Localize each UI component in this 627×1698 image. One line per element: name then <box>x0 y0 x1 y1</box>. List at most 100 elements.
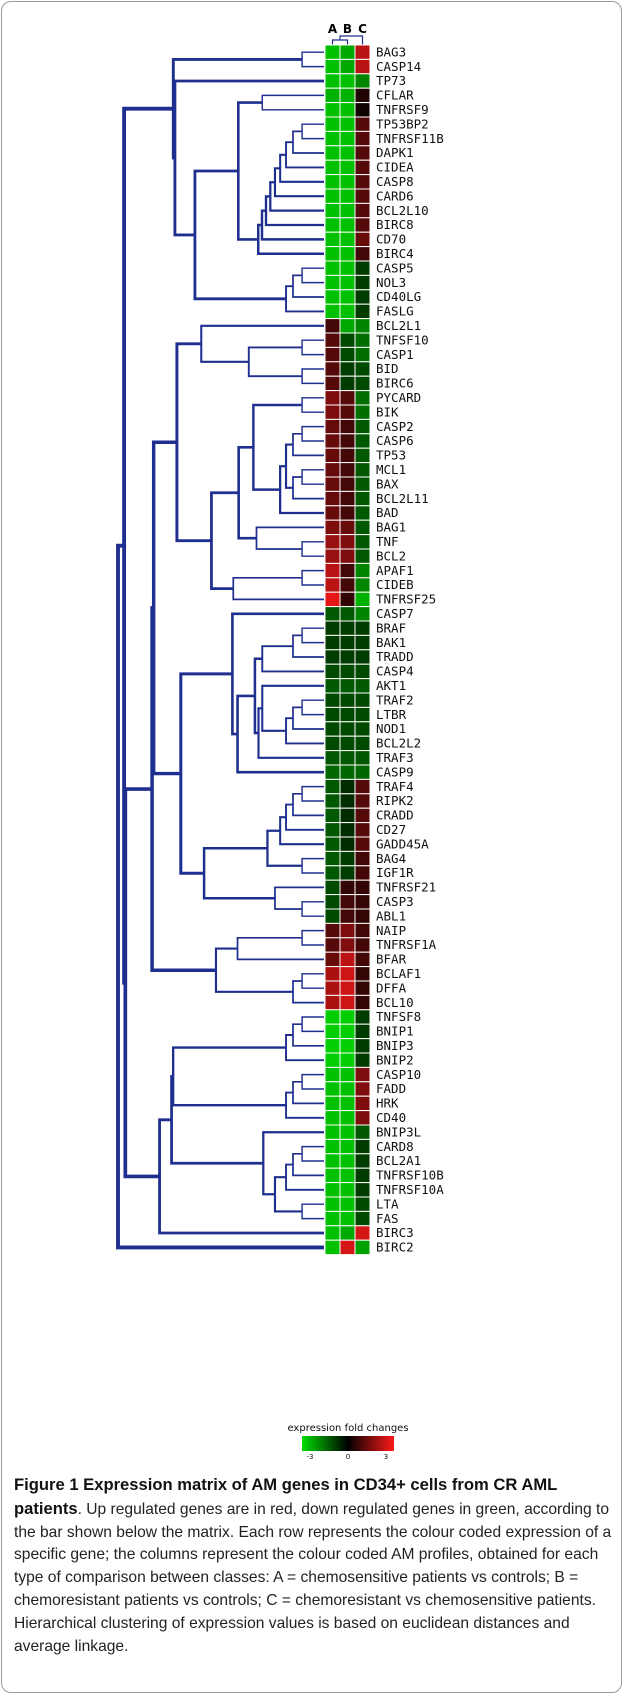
heatmap-cell <box>354 1095 371 1112</box>
heatmap-cell <box>354 980 371 996</box>
heatmap-cell <box>339 1052 356 1068</box>
row-dendrogram-branch <box>301 1203 324 1220</box>
row-dendrogram-branch <box>274 886 324 910</box>
row-dendrogram-branch <box>236 936 324 961</box>
heatmap-cell <box>354 433 371 449</box>
heatmap-cell <box>324 1182 341 1198</box>
row-dendrogram-branch <box>301 1145 324 1162</box>
gene-label: DFFA <box>376 980 407 995</box>
heatmap-cell <box>354 764 371 780</box>
gene-label: TNFRSF10B <box>376 1168 444 1183</box>
heatmap-cell <box>339 1210 356 1227</box>
row-dendrogram-branch <box>231 612 324 736</box>
gene-label: FAS <box>376 1211 399 1226</box>
heatmap-cell <box>354 274 371 291</box>
heatmap-cell <box>354 202 371 219</box>
gene-label: APAF1 <box>376 563 414 578</box>
heatmap-cell <box>324 764 341 780</box>
gene-label: FASLG <box>376 304 414 319</box>
heatmap-cell <box>354 678 371 694</box>
heatmap-cell <box>339 1009 356 1025</box>
heatmap-cell <box>324 260 341 276</box>
heatmap-cell <box>324 1023 341 1040</box>
heatmap-cell <box>339 390 356 406</box>
heatmap-cell <box>324 721 341 737</box>
heatmap-cell <box>324 865 341 881</box>
heatmap-cell <box>324 87 341 104</box>
gene-label: BCLAF1 <box>376 966 421 981</box>
heatmap-cell <box>354 404 371 420</box>
row-dendrogram-branch <box>301 123 324 140</box>
heatmap-cell <box>324 1196 341 1212</box>
heatmap-cell <box>324 346 341 363</box>
heatmap-cell <box>339 332 356 348</box>
figure-title: Expression matrix of AM genes in CD34+ c… <box>14 1475 557 1518</box>
heatmap-cell <box>339 318 356 334</box>
heatmap-cell <box>354 1225 371 1241</box>
heatmap-cell <box>324 735 341 752</box>
heatmap-cell <box>339 879 356 896</box>
heatmap-cell <box>324 174 341 190</box>
gene-label: CASP5 <box>376 260 414 275</box>
heatmap-cell <box>339 188 356 204</box>
legend-tick-mid: 0 <box>346 1453 350 1461</box>
heatmap-cell <box>354 634 371 651</box>
heatmap-cell <box>324 476 341 492</box>
gene-label: BCL2L1 <box>376 318 421 333</box>
gene-label: TNF <box>376 534 399 549</box>
heatmap-cell <box>339 231 356 248</box>
heatmap-cell <box>354 1182 371 1198</box>
heatmap-cell <box>354 188 371 204</box>
heatmap-cell <box>324 102 341 118</box>
heatmap-cell <box>339 865 356 881</box>
heatmap-cell <box>354 721 371 737</box>
gene-label: CASP10 <box>376 1067 421 1082</box>
heatmap-cell <box>324 1167 341 1184</box>
heatmap-cell <box>354 1110 371 1126</box>
row-dendrogram-branch <box>170 1075 264 1165</box>
heatmap-cell <box>354 1052 371 1068</box>
heatmap-cell <box>324 937 341 953</box>
heatmap-cell <box>339 447 356 464</box>
row-dendrogram-branch <box>279 153 324 183</box>
heatmap-cell <box>339 951 356 968</box>
gene-label: BFAR <box>376 952 407 967</box>
row-dendrogram-branch <box>253 657 263 735</box>
heatmap-cell <box>354 116 371 132</box>
gene-label: TRAF2 <box>376 692 414 707</box>
heatmap-cell <box>354 1239 371 1256</box>
heatmap-cell <box>324 879 341 896</box>
heatmap-cell <box>354 58 371 75</box>
row-dendrogram-branch <box>151 440 181 776</box>
heatmap-cell <box>339 246 356 262</box>
heatmap-cell <box>324 433 341 449</box>
row-dendrogram-branch <box>237 445 257 540</box>
heatmap-cell <box>324 447 341 464</box>
heatmap-cell <box>354 490 371 507</box>
gene-label: CIDEB <box>376 577 414 592</box>
row-dendrogram-branch <box>256 223 324 256</box>
heatmap-cell <box>339 764 356 780</box>
heatmap-cell <box>354 346 371 363</box>
heatmap-cell <box>324 634 341 651</box>
row-dendrogram-branch <box>210 491 239 590</box>
row-dendrogram-branch <box>292 980 324 1004</box>
gene-label: BAK1 <box>376 635 406 650</box>
gene-label: BCL2L11 <box>376 491 429 506</box>
gene-label: IGF1R <box>376 865 414 880</box>
heatmap-cell <box>339 490 356 507</box>
heatmap-cell <box>339 1023 356 1040</box>
gene-label: TNFRSF11B <box>376 131 444 146</box>
heatmap-cell <box>354 174 371 190</box>
row-dendrogram-branch <box>301 425 324 442</box>
heatmap-cell <box>324 390 341 406</box>
heatmap-cell <box>324 58 341 75</box>
gene-label: FADD <box>376 1081 406 1096</box>
heatmap-cell <box>339 274 356 291</box>
heatmap-cell <box>339 289 356 305</box>
heatmap-cell <box>339 433 356 449</box>
gene-label: ABL1 <box>376 908 406 923</box>
figure-number: Figure 1 <box>14 1475 79 1494</box>
